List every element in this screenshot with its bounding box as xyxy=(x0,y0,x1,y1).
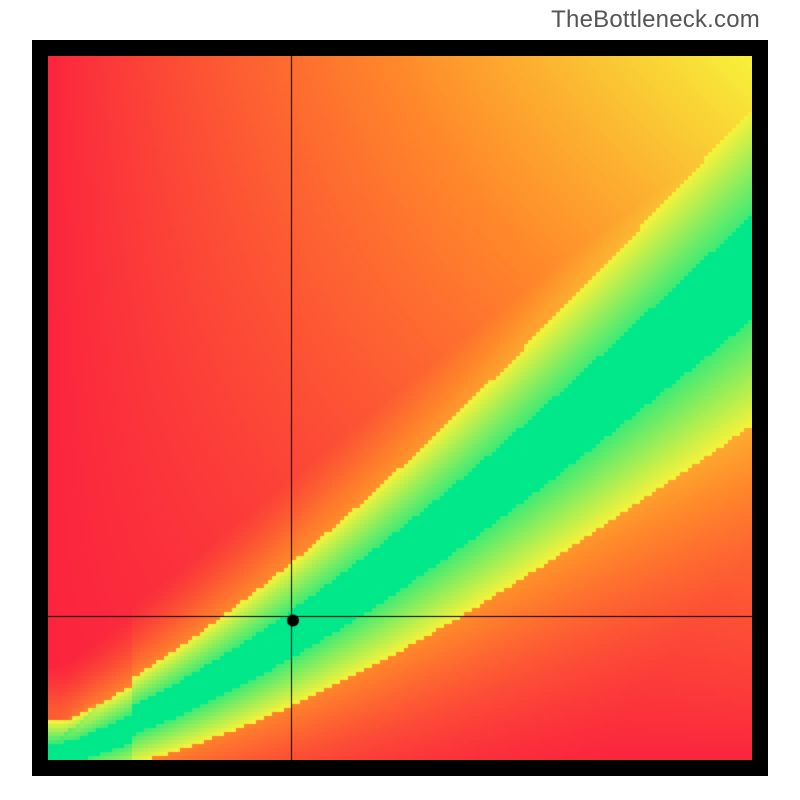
watermark-text: TheBottleneck.com xyxy=(551,6,760,34)
plot-inner-area xyxy=(48,56,752,760)
heatmap-canvas xyxy=(48,56,752,760)
figure-container: TheBottleneck.com xyxy=(0,0,800,800)
plot-outer-frame xyxy=(32,40,768,776)
